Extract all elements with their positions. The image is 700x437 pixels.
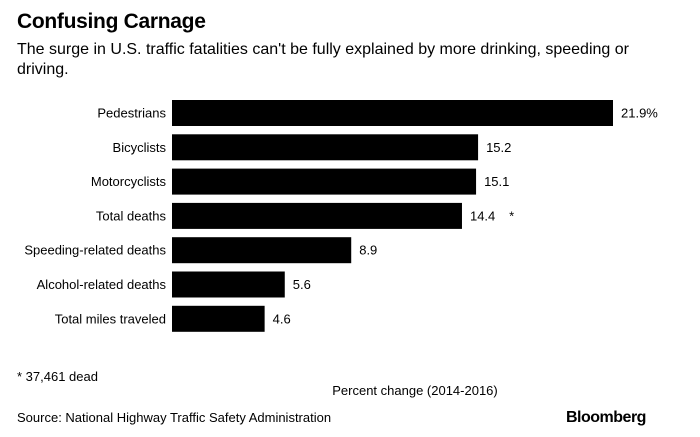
bar: [172, 168, 477, 195]
data-label: 4.6: [273, 311, 291, 326]
data-label: 5.6: [293, 277, 311, 292]
source-note: Source: National Highway Traffic Safety …: [17, 410, 332, 425]
category-label: Total deaths: [96, 208, 167, 223]
category-label: Alcohol-related deaths: [37, 277, 167, 292]
bar: [172, 202, 462, 229]
bar: [172, 271, 285, 298]
x-axis-label: Percent change (2014-2016): [332, 383, 498, 398]
data-label: 14.4: [470, 208, 495, 223]
data-label: 21.9%: [621, 106, 658, 121]
chart-title: Confusing Carnage: [17, 10, 206, 33]
data-label: 8.9: [359, 243, 377, 258]
data-label: 15.1: [484, 174, 509, 189]
bar: [172, 134, 479, 161]
category-label: Speeding-related deaths: [24, 243, 166, 258]
chart-subtitle: The surge in U.S. traffic fatalities can…: [17, 41, 629, 78]
category-label: Motorcyclists: [91, 174, 167, 189]
bar: [172, 305, 265, 332]
bloomberg-logo: Bloomberg: [566, 409, 646, 426]
bar: [172, 237, 352, 264]
category-label: Bicyclists: [113, 140, 167, 155]
footnote: * 37,461 dead: [17, 369, 98, 384]
category-label: Pedestrians: [97, 106, 166, 121]
bar: [172, 100, 613, 126]
annotation-asterisk: *: [509, 208, 514, 223]
data-label: 15.2: [486, 140, 511, 155]
category-label: Total miles traveled: [55, 311, 166, 326]
